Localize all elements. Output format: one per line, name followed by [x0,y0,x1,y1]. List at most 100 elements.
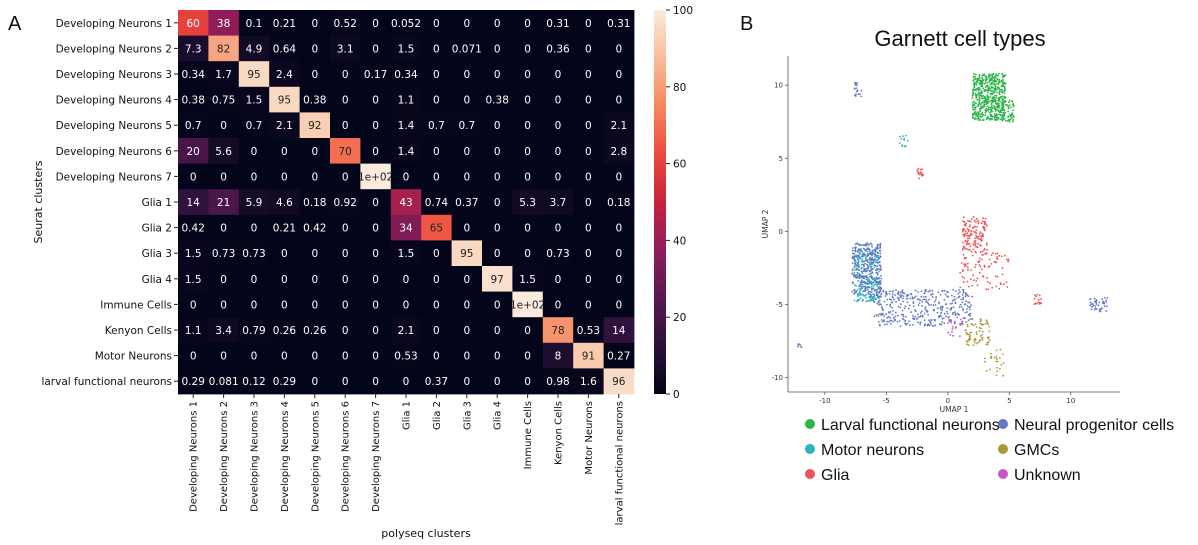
umap-point [963,263,965,266]
umap-point [993,84,995,86]
umap-point [993,87,995,90]
umap-point [973,219,976,222]
heatmap-cell-label: 0 [555,223,562,235]
umap-point [968,285,970,288]
umap-point [982,113,985,116]
umap-point [948,320,951,323]
heatmap-cell [512,189,544,216]
umap-point [998,93,1001,96]
umap-point [973,103,975,106]
umap-point [851,262,854,264]
heatmap-cell-label: 0 [463,146,470,158]
umap-point [973,73,975,75]
umap-point [873,315,876,318]
umap-point [934,324,937,327]
umap-point [938,302,940,305]
umap-point [983,228,986,231]
umap-point [979,340,981,342]
heatmap-cell [512,10,544,36]
heatmap-cell-label: 0 [311,248,318,260]
heatmap-cell-label: 0 [615,248,622,260]
umap-point [930,304,932,306]
umap-point [864,268,867,270]
umap-point [965,234,968,237]
umap-point [996,108,999,111]
umap-point [900,313,903,316]
umap-point [954,314,957,317]
umap-point [999,89,1002,91]
umap-point [963,235,966,238]
umap-point [981,91,984,94]
umap-point [915,318,918,320]
umap-point [969,315,971,317]
umap-point [979,88,981,91]
umap-point [851,249,854,252]
heatmap-cell-label: 0 [311,274,318,286]
heatmap-cell-label: 0 [342,274,349,286]
umap-point [975,82,977,84]
heatmap-cell [451,240,483,267]
umap-point [990,92,992,95]
heatmap-cell-label: 0 [190,351,197,363]
heatmap-cell [421,291,452,318]
heatmap-cell [269,214,300,241]
heatmap-cell [573,35,604,62]
umap-point [990,109,993,112]
umap-point [912,324,914,326]
umap-point [868,248,871,251]
umap-point [997,98,1000,101]
umap-point [977,111,980,113]
heatmap-cell [482,266,513,292]
heatmap-cell-label: 0.36 [546,43,570,55]
umap-point [986,95,989,98]
heatmap-cell [178,86,209,113]
heatmap-cell [178,189,209,216]
heatmap-cell-label: 0 [190,299,197,311]
umap-point [983,266,986,268]
umap-point [872,293,874,296]
umap-point [922,295,925,298]
heatmap-cell [512,163,544,190]
umap-point [1095,299,1098,301]
umap-point [960,322,963,325]
umap-point [1006,120,1009,122]
umap-point [995,252,997,255]
heatmap-cell [542,163,574,190]
umap-point [894,311,897,314]
heatmap-cell [360,163,392,190]
heatmap-cell [451,291,483,318]
umap-point [972,104,974,107]
umap-point [913,296,916,299]
umap-point [859,292,862,295]
umap-point [941,309,944,312]
heatmap-cell-label: 0 [494,69,501,81]
umap-point [855,268,858,271]
heatmap-cell-label: 1e+02 [358,171,393,183]
umap-point [866,250,869,253]
heatmap-cell-label: 0 [585,69,592,81]
heatmap-cell [603,86,635,113]
heatmap-cell [269,35,300,62]
umap-point [968,301,971,304]
umap-point [973,341,976,343]
umap-point [877,258,879,261]
umap-point [1003,95,1006,98]
heatmap-cell [421,163,452,190]
heatmap-cell [330,291,361,318]
umap-point [1000,283,1002,286]
umap-point [854,262,857,264]
heatmap-cell [573,266,604,292]
umap-point [960,298,963,301]
umap-point [929,321,932,324]
umap-point [1001,267,1004,270]
umap-point [880,268,882,271]
heatmap-cell [269,86,300,113]
umap-point [986,100,988,103]
umap-point [992,73,995,76]
umap-point [981,85,984,88]
umap-point [976,226,978,228]
umap-point [981,74,984,77]
umap-point [972,114,975,116]
umap-point [901,291,904,294]
umap-point [966,266,969,269]
